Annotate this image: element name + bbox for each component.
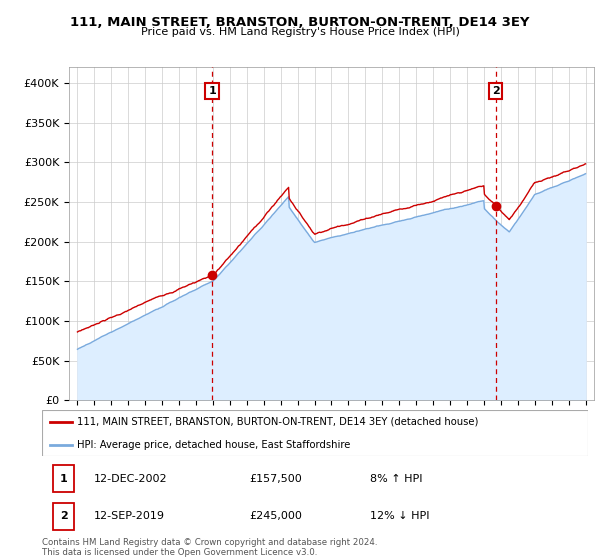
Bar (53, 503, 74, 530)
Text: 8% ↑ HPI: 8% ↑ HPI (370, 474, 422, 484)
Text: £157,500: £157,500 (250, 474, 302, 484)
Text: 12% ↓ HPI: 12% ↓ HPI (370, 511, 429, 521)
Text: 12-DEC-2002: 12-DEC-2002 (94, 474, 167, 484)
Text: £245,000: £245,000 (250, 511, 302, 521)
Text: 1: 1 (208, 86, 216, 96)
Text: 12-SEP-2019: 12-SEP-2019 (94, 511, 165, 521)
Text: HPI: Average price, detached house, East Staffordshire: HPI: Average price, detached house, East… (77, 440, 351, 450)
Text: 111, MAIN STREET, BRANSTON, BURTON-ON-TRENT, DE14 3EY (detached house): 111, MAIN STREET, BRANSTON, BURTON-ON-TR… (77, 417, 479, 427)
Text: 1: 1 (60, 474, 68, 484)
Bar (53, 465, 74, 492)
Text: 2: 2 (60, 511, 68, 521)
Text: 111, MAIN STREET, BRANSTON, BURTON-ON-TRENT, DE14 3EY: 111, MAIN STREET, BRANSTON, BURTON-ON-TR… (70, 16, 530, 29)
Text: Contains HM Land Registry data © Crown copyright and database right 2024.
This d: Contains HM Land Registry data © Crown c… (42, 538, 377, 557)
Text: 2: 2 (492, 86, 500, 96)
Text: Price paid vs. HM Land Registry's House Price Index (HPI): Price paid vs. HM Land Registry's House … (140, 27, 460, 37)
